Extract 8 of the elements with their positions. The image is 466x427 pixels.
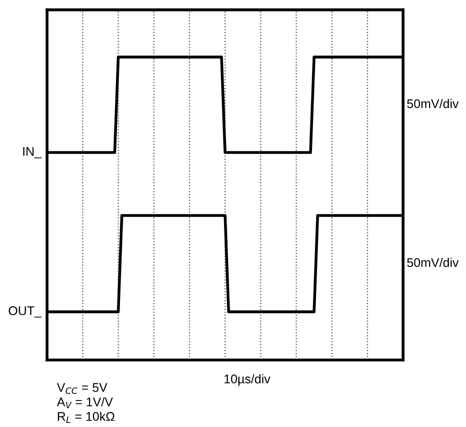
series-label: IN_ <box>23 147 42 158</box>
text: 50mV/div <box>407 258 459 267</box>
text: 10µs/div <box>224 374 270 386</box>
text: R$_{L}$ = 10kΩ <box>58 412 114 423</box>
series-label: OUT_ <box>8 306 42 318</box>
text: 50mV/div <box>407 98 459 108</box>
text: A$_{V}$ = 1V/V <box>56 397 113 408</box>
text: V$_{CC}$ = 5V <box>56 383 108 394</box>
